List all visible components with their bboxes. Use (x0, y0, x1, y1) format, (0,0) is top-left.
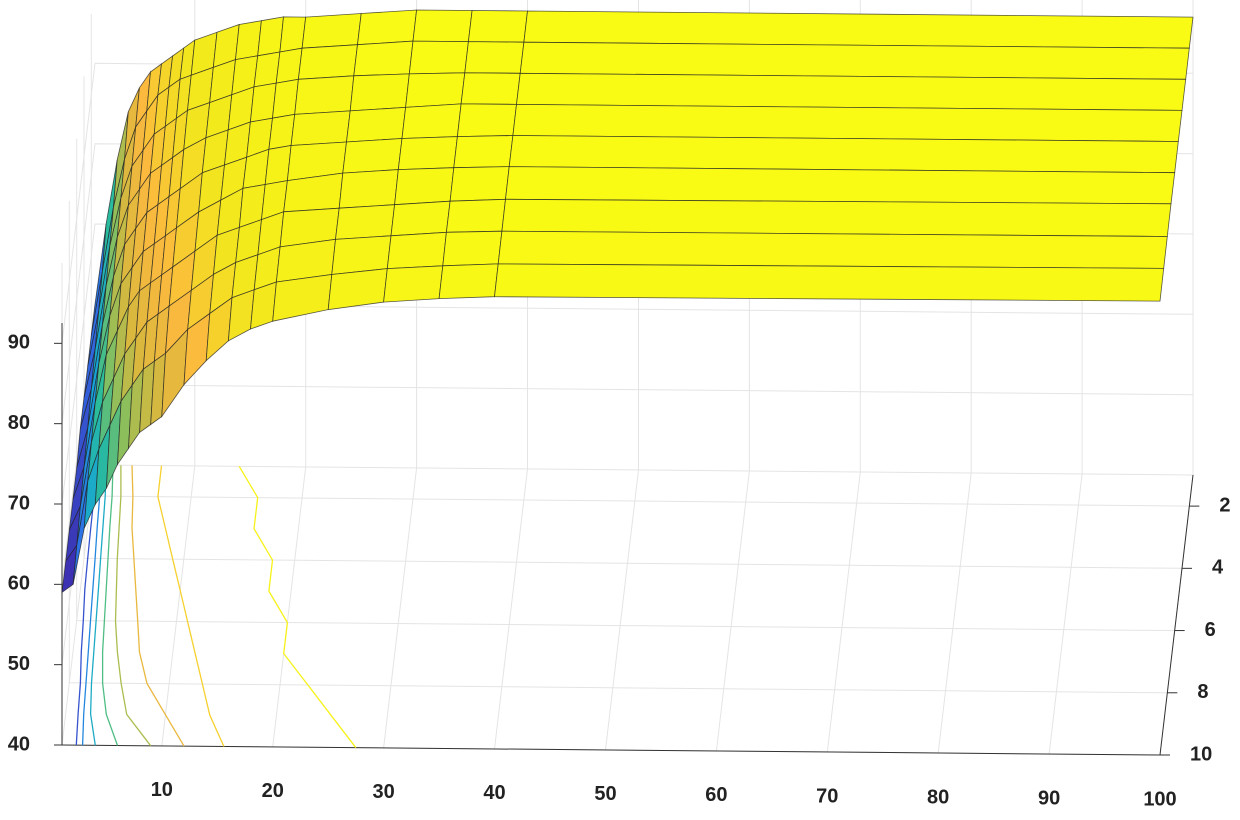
surface-facet (353, 40, 414, 77)
surface-facet (297, 44, 358, 80)
surface-facet (412, 9, 473, 43)
x-tick-label: 60 (705, 784, 727, 806)
y-tick-label: 6 (1205, 619, 1216, 641)
contour-line (101, 465, 119, 746)
surface-facet (460, 72, 521, 105)
surface-facet (268, 113, 296, 150)
y-tick-label: 8 (1197, 681, 1208, 703)
surface-facet (445, 198, 506, 233)
surface-facet (349, 73, 410, 112)
z-tick-label: 80 (8, 412, 30, 434)
surface-facet (290, 110, 351, 146)
surface-facet (456, 103, 517, 138)
x-axis (61, 744, 1161, 756)
surface-facet (346, 106, 407, 143)
surface-facet (335, 204, 396, 240)
x-tick-label: 40 (483, 782, 505, 804)
surface-facet (342, 138, 403, 174)
surface-facet (390, 200, 451, 237)
x-tick-label: 90 (1038, 787, 1060, 809)
surface-facet (405, 72, 466, 108)
x-tick-label: 50 (594, 783, 616, 805)
surface-facet (338, 169, 399, 209)
z-grid-line (61, 464, 1194, 746)
surface-facet (397, 136, 458, 171)
surface-facet (438, 263, 499, 300)
y-tick-label: 10 (1190, 743, 1212, 765)
z-tick-label: 60 (8, 573, 30, 595)
y-tick-label: 2 (1219, 494, 1230, 516)
surface-facet (357, 9, 418, 46)
surface-facet (331, 235, 392, 275)
z-tick-label: 70 (8, 492, 30, 514)
surface-facet (453, 135, 514, 169)
contour-line (114, 465, 152, 747)
surface-facet (394, 167, 455, 206)
x-tick-label: 100 (1143, 788, 1176, 810)
z-tick-label: 90 (8, 332, 30, 354)
surface-facet (227, 289, 255, 342)
surface-facet (442, 230, 503, 267)
x-tick-label: 70 (816, 785, 838, 807)
surface-facet (301, 13, 362, 49)
surface-facet (449, 166, 510, 202)
z-tick-label: 50 (8, 653, 30, 675)
x-tick-label: 80 (927, 786, 949, 808)
z-tick-label: 40 (8, 733, 30, 755)
contour-line (81, 465, 103, 746)
surface-facet (501, 198, 1172, 237)
z-grid-line (61, 303, 1194, 585)
contour-line (157, 465, 225, 747)
surface-facet (279, 16, 307, 53)
x-tick-label: 30 (373, 781, 395, 803)
contour-line (131, 465, 185, 747)
surface-facet (408, 40, 469, 75)
surface-facet (464, 41, 525, 74)
surface-facet (467, 10, 528, 43)
x-tick-label: 20 (262, 780, 284, 802)
surface-facet (519, 41, 1190, 80)
y-tick-label: 4 (1212, 557, 1224, 579)
surface-facet (327, 268, 388, 311)
x-tick-label: 10 (151, 779, 173, 801)
surface-facet (516, 72, 1187, 111)
surface-facet (401, 103, 462, 139)
z-grid-line (61, 384, 1194, 665)
contour-line (75, 464, 98, 746)
surface-facet (494, 263, 1165, 302)
surface-facet (294, 75, 355, 115)
contour-line (238, 465, 357, 749)
surface-facet (272, 274, 333, 322)
surface-facet (523, 10, 1194, 49)
surface-facet (257, 16, 284, 57)
contour-line (89, 465, 107, 746)
surface-facet (386, 231, 447, 270)
surface-facet (505, 166, 1176, 205)
surface-facet (497, 230, 1168, 269)
surface-facet (383, 265, 444, 303)
surface-facet (512, 103, 1183, 142)
y-axis (1159, 474, 1194, 756)
